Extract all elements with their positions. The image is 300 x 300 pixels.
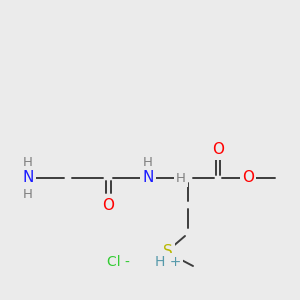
- Text: H: H: [143, 155, 153, 169]
- Text: H: H: [23, 155, 33, 169]
- Text: H +: H +: [155, 255, 181, 269]
- Text: H: H: [23, 188, 33, 200]
- Text: H: H: [176, 172, 186, 184]
- Text: N: N: [142, 170, 154, 185]
- Text: O: O: [102, 197, 114, 212]
- Text: Cl -: Cl -: [106, 255, 129, 269]
- Text: O: O: [242, 170, 254, 185]
- Text: S: S: [163, 244, 173, 260]
- Text: O: O: [212, 142, 224, 158]
- Text: N: N: [22, 170, 34, 185]
